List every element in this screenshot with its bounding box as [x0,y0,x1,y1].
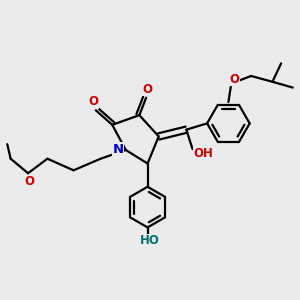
Text: O: O [24,176,34,188]
Text: HO: HO [140,235,160,248]
Text: O: O [88,95,98,108]
Text: O: O [142,82,152,95]
Text: OH: OH [193,147,213,161]
Text: N: N [112,142,124,155]
Text: O: O [230,73,240,86]
